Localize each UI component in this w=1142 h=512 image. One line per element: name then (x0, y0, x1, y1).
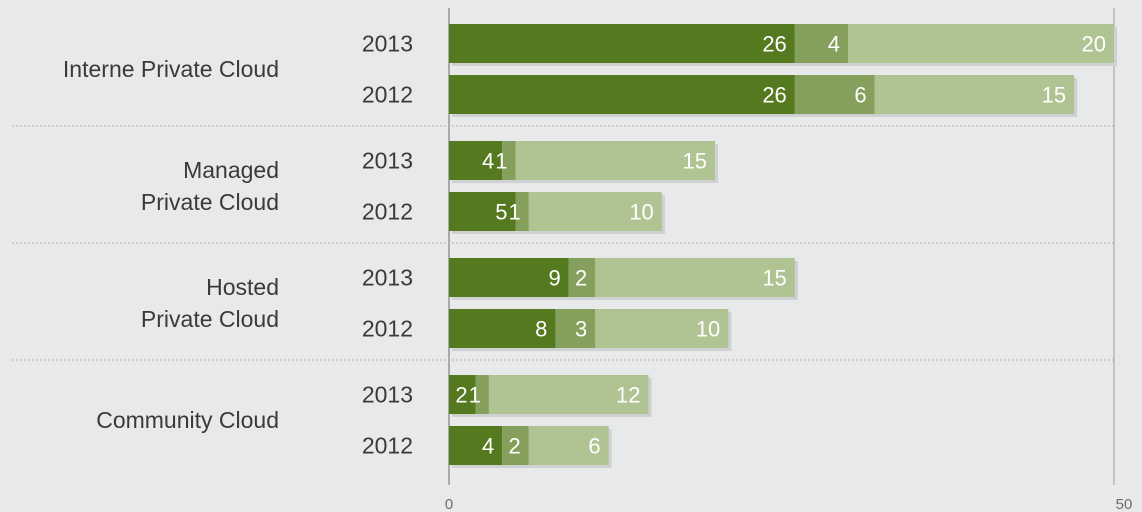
data-label: 5 (495, 200, 507, 225)
bar-segment (515, 192, 529, 231)
category-label: Community Cloud (96, 407, 279, 433)
data-label: 15 (762, 266, 786, 291)
data-label: 26 (762, 83, 786, 108)
x-tick-label: 50 (1116, 496, 1133, 512)
bar-segment (528, 426, 609, 465)
data-label: 10 (629, 200, 653, 225)
data-label: 26 (762, 32, 786, 57)
data-label: 3 (575, 317, 587, 342)
data-label: 4 (828, 32, 840, 57)
data-label: 1 (469, 383, 481, 408)
data-label: 8 (535, 317, 547, 342)
bar-segment (515, 141, 715, 180)
data-label: 4 (482, 434, 494, 459)
bar-segment (449, 258, 569, 297)
bar-segment (595, 258, 795, 297)
data-label: 4 (482, 149, 494, 174)
bar-segment (449, 24, 795, 63)
data-label: 12 (616, 383, 640, 408)
data-label: 20 (1082, 32, 1106, 57)
data-label: 2 (575, 266, 587, 291)
category-label: Managed Private Cloud (140, 157, 279, 215)
data-label: 1 (495, 149, 507, 174)
bar-segment (555, 309, 596, 348)
year-label: 2013 (362, 265, 413, 291)
bar-segment (449, 375, 476, 414)
bar-segment (488, 375, 649, 414)
data-label: 15 (683, 149, 707, 174)
bar-segment (475, 375, 489, 414)
x-tick-label: 0 (445, 496, 453, 512)
year-label: 2013 (362, 31, 413, 57)
bar-segment (449, 141, 503, 180)
data-label: 15 (1042, 83, 1066, 108)
bar-segment (848, 24, 1114, 63)
bar-segment (794, 75, 875, 114)
year-label: 2012 (362, 82, 413, 108)
bar-segment (449, 309, 556, 348)
bar-segment (528, 192, 662, 231)
data-label: 6 (588, 434, 600, 459)
bar-segment (449, 426, 503, 465)
bar-segment (568, 258, 596, 297)
data-label: 6 (854, 83, 866, 108)
year-label: 2012 (362, 199, 413, 225)
category-label: Hosted Private Cloud (140, 274, 279, 332)
bar-segment (502, 426, 529, 465)
data-label: 9 (548, 266, 560, 291)
bar-segment (502, 141, 516, 180)
category-label: Interne Private Cloud (62, 56, 279, 82)
bar-segment (449, 75, 795, 114)
bar-segment (874, 75, 1075, 114)
year-label: 2013 (362, 148, 413, 174)
data-label: 1 (509, 200, 521, 225)
data-label: 2 (509, 434, 521, 459)
data-label: 10 (696, 317, 720, 342)
bar-segment (595, 309, 729, 348)
year-label: 2012 (362, 316, 413, 342)
data-label: 2 (455, 383, 467, 408)
year-label: 2013 (362, 382, 413, 408)
bar-segment (449, 192, 516, 231)
bar-segment (794, 24, 848, 63)
year-label: 2012 (362, 433, 413, 459)
